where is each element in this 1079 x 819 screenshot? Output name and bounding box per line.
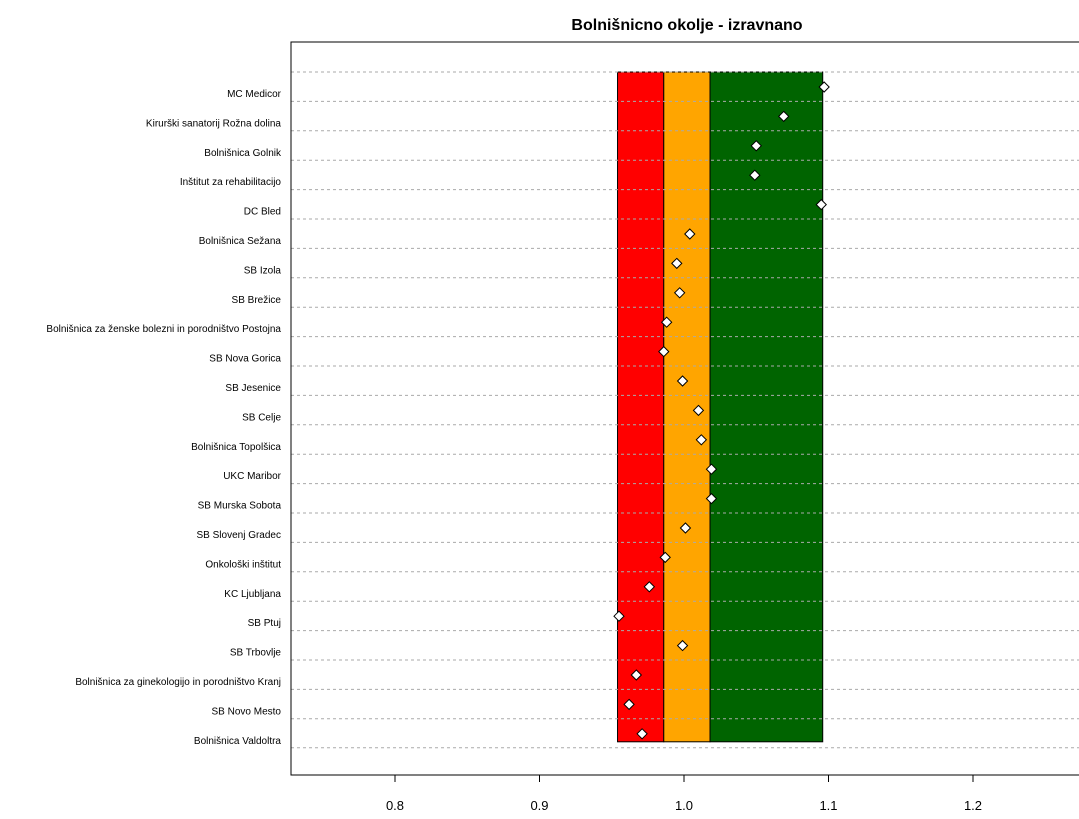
category-label: Bolnišnica Golnik [204,148,282,159]
data-point [676,639,689,652]
category-label: Bolnišnica za ženske bolezni in porodniš… [46,324,281,335]
data-point [643,581,656,593]
data-point [695,434,708,446]
chart-title: Bolnišnicno okolje - izravnano [571,17,802,34]
threshold-bands [617,71,824,743]
data-point [636,728,648,740]
data-point [818,81,830,93]
data-point [671,257,683,270]
category-label: Bolnišnica Valdoltra [194,736,282,747]
category-label: SB Jesenice [225,383,281,394]
category-label: Inštitut za rehabilitacijo [180,177,282,188]
category-label: SB Brežice [232,295,282,306]
category-label: SB Izola [244,265,282,276]
category-labels: MC Medicor Kirurški sanatorij Rožna dolin… [46,89,282,747]
band-1 [663,71,711,743]
data-point [658,345,670,358]
data-point [623,698,635,711]
x-tick-label: 0.9 [530,798,548,813]
data-point [630,669,643,681]
band-2 [709,71,824,743]
data-point [815,198,827,211]
category-label: SB Murska Sobota [198,501,282,512]
category-label: Bolnišnica Topolšica [191,442,281,453]
data-point [679,522,692,534]
data-point [613,610,625,622]
data-point [705,492,718,505]
data-point [676,375,689,387]
category-label: SB Slovenj Gradec [197,530,282,541]
category-label: MC Medicor [227,89,282,100]
category-label: SB Celje [242,412,281,423]
x-tick-label: 1.0 [675,798,693,813]
data-point [659,551,671,564]
x-tick-label: 1.2 [964,798,982,813]
data-point [673,287,686,299]
band-0 [617,71,665,743]
x-tick-label: 0.8 [386,798,404,813]
category-label: Bolnišnica Sežana [199,236,282,247]
data-point [660,316,673,328]
data-point [705,463,718,475]
x-axis: 0.8 0.9 1.0 1.1 1.2 [386,775,982,813]
x-tick-label: 1.1 [819,798,837,813]
category-label: Bolnišnica za ginekologijo in porodništv… [75,677,281,688]
category-label: KC Ljubljana [224,589,281,600]
plot-frame [290,41,1079,776]
category-label: SB Trbovlje [230,648,282,659]
data-point [684,228,696,240]
category-label: DC Bled [244,207,281,218]
data-point [749,169,761,181]
category-label: Kirurški sanatorij Rožna dolina [146,118,282,129]
category-label: Onkološki inštitut [205,559,281,570]
data-point [692,404,705,417]
data-point [777,110,790,123]
category-label: SB Novo Mesto [212,706,282,717]
data-point [750,140,762,152]
category-label: SB Nova Gorica [209,354,281,365]
category-label: SB Ptuj [248,618,281,629]
data-points [613,81,830,740]
category-label: UKC Maribor [223,471,281,482]
